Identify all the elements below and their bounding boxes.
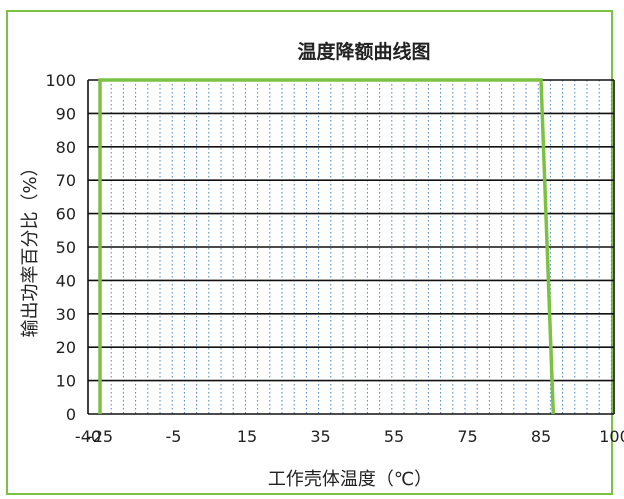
x-tick-labels: -40-25 -5 15 35 55 75 85 100 (75, 427, 624, 446)
y-tick-label: 60 (56, 205, 76, 224)
y-tick-label: 0 (66, 405, 76, 424)
y-tick-label: 50 (56, 238, 76, 257)
y-tick-label: 80 (56, 138, 76, 157)
series-layer (98, 78, 556, 415)
chart-title: 温度降额曲线图 (297, 40, 430, 63)
y-tick-label: 100 (45, 71, 76, 90)
y-axis-label: 输出功率百分比（%） (20, 158, 41, 337)
y-tick-label: 40 (56, 271, 76, 290)
x-tick-label: -25 (87, 427, 113, 446)
x-tick-label: 75 (457, 427, 477, 446)
y-tick-labels: 0 10 20 30 40 50 60 70 80 90 100 (45, 71, 76, 424)
x-tick-label: 85 (531, 427, 551, 446)
x-tick-label: 15 (237, 427, 257, 446)
y-tick-label: 90 (56, 104, 76, 123)
y-tick-label: 20 (56, 338, 76, 357)
x-tick-label: -5 (166, 427, 182, 446)
chart-grid (87, 79, 615, 415)
x-tick-label: 100 (599, 427, 624, 446)
x-tick-label: 55 (384, 427, 404, 446)
x-tick-label: -40 (75, 427, 101, 446)
x-axis-label: 工作壳体温度（℃） (268, 469, 432, 490)
x-tick-label: 35 (310, 427, 330, 446)
y-tick-label: 30 (56, 305, 76, 324)
y-tick-label: 70 (56, 171, 76, 190)
derating-curve (98, 78, 556, 415)
y-tick-label: 10 (56, 372, 76, 391)
